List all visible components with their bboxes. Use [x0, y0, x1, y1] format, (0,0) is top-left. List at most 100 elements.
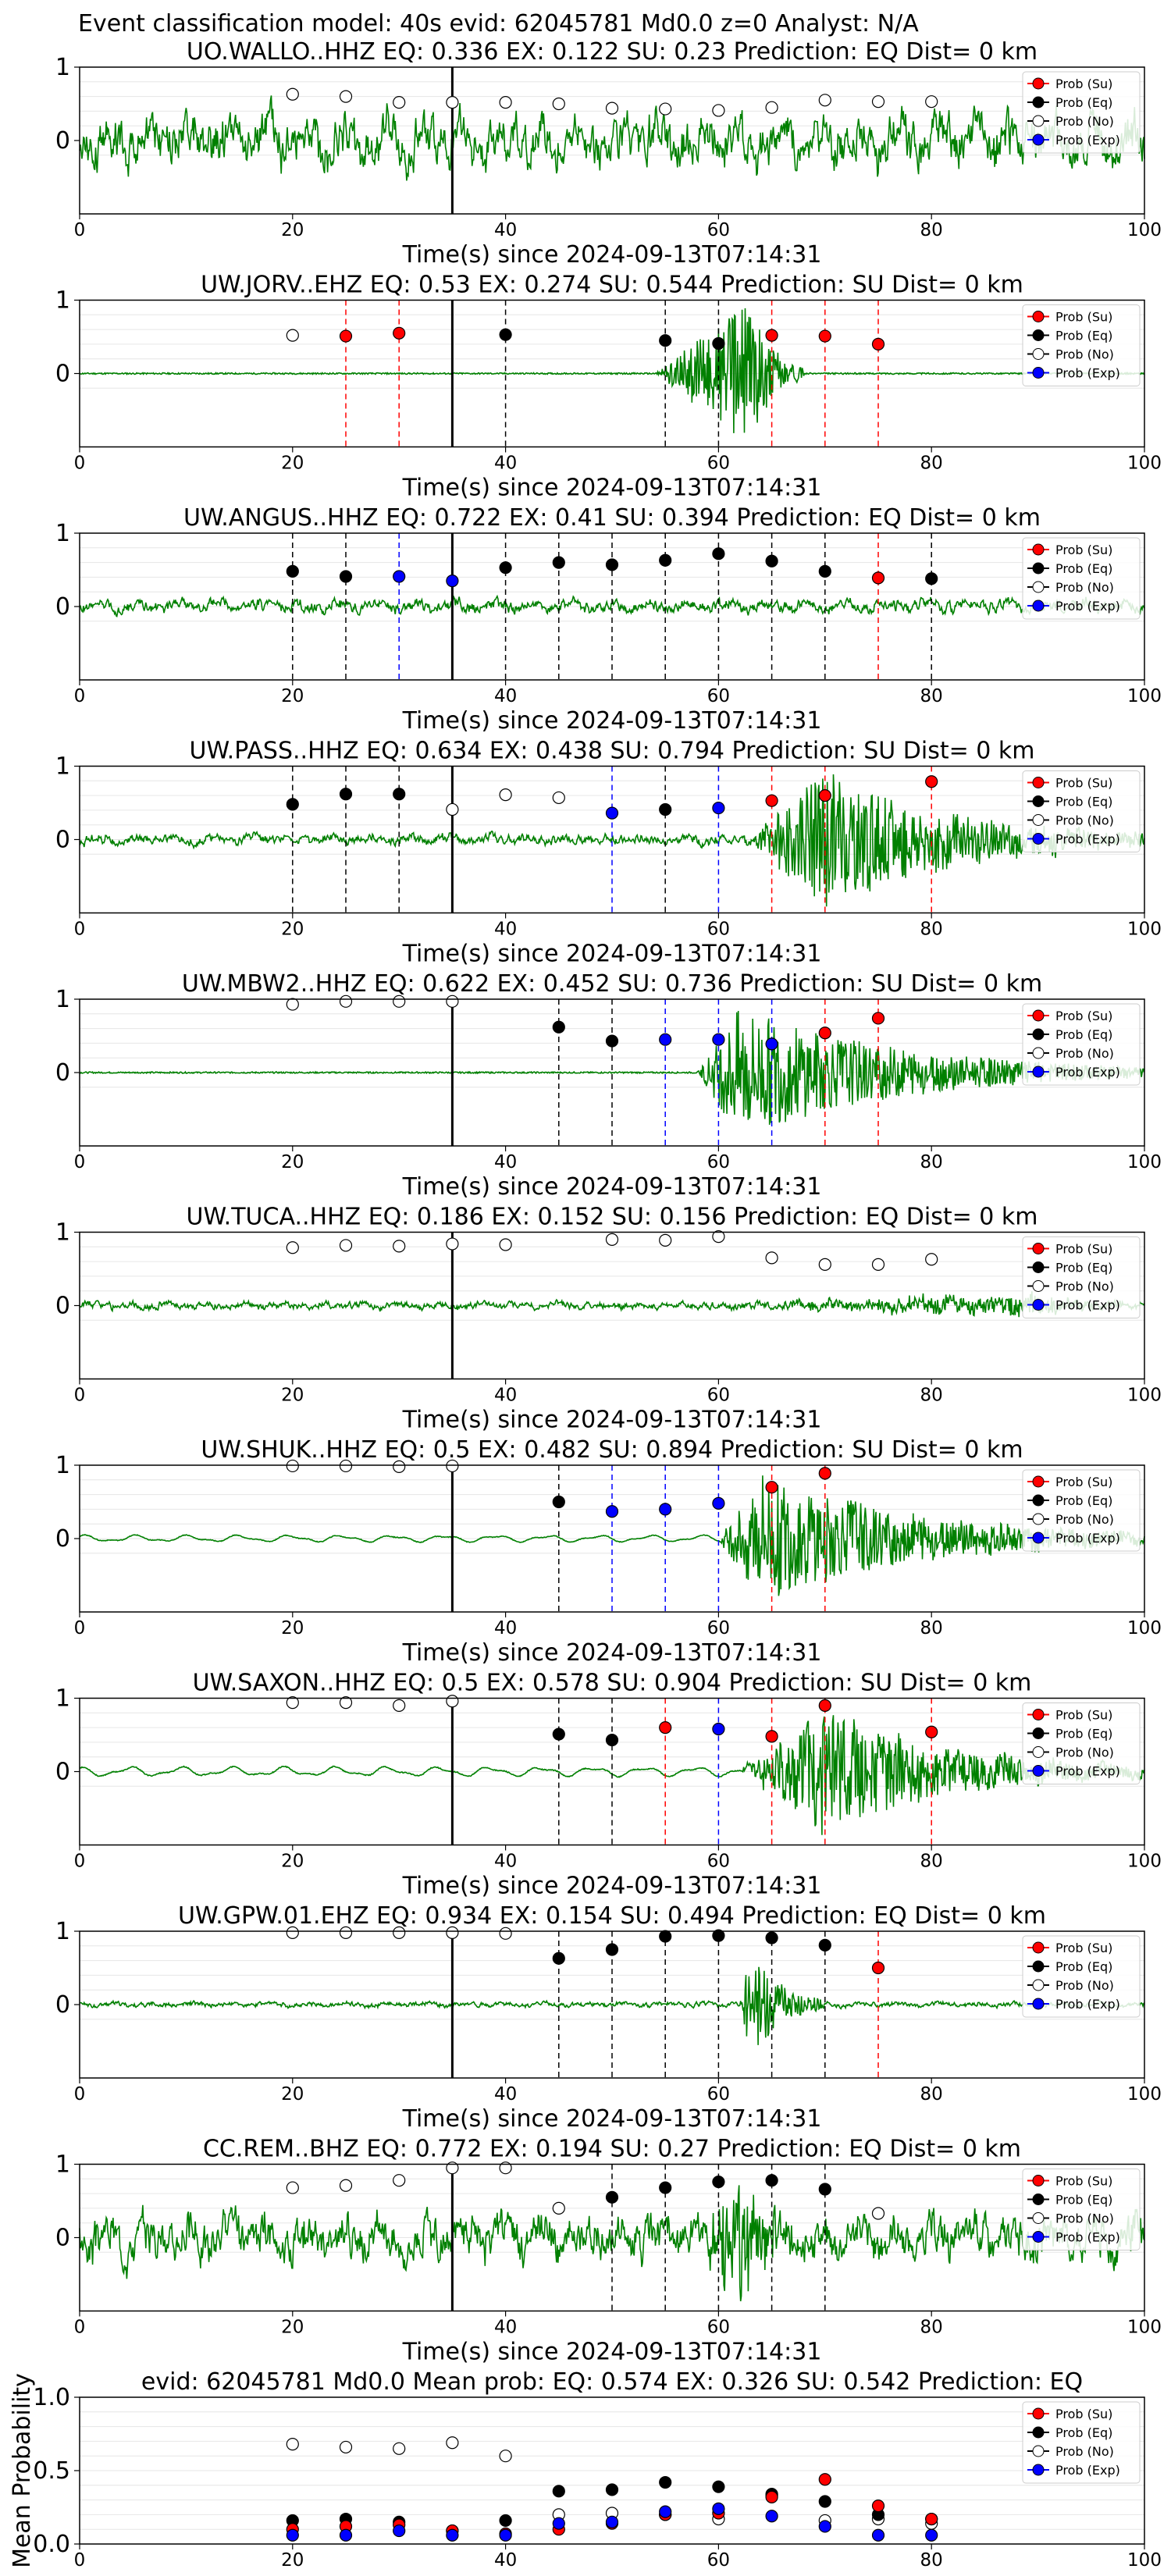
y-tick-label: 1 [55, 986, 70, 1013]
x-tick-label: 100 [1127, 2550, 1162, 2571]
mean-point [499, 2528, 512, 2542]
legend-label: Prob (Su) [1055, 543, 1112, 557]
prob-point [605, 806, 619, 820]
y-tick-label: 0.5 [33, 2457, 70, 2485]
legend-label: Prob (Exp) [1055, 133, 1120, 148]
y-tick-label: 1 [55, 1219, 70, 1247]
prob-point [393, 1926, 406, 1939]
x-tick-label: 20 [281, 920, 304, 940]
prob-point [605, 1733, 619, 1747]
prob-point [659, 802, 672, 817]
legend-label: Prob (Exp) [1055, 2463, 1120, 2478]
legend-label: Prob (No) [1055, 2211, 1114, 2226]
prob-point [818, 1699, 831, 1712]
panel-title: UW.GPW.01.EHZ EQ: 0.934 EX: 0.154 SU: 0.… [178, 1902, 1046, 1930]
prob-point [393, 994, 406, 1008]
y-tick-label: 1 [55, 2151, 70, 2179]
panel-cc-rem--bhz: CC.REM..BHZ EQ: 0.772 EX: 0.194 SU: 0.27… [55, 2136, 1162, 2366]
legend-label: Prob (Exp) [1055, 1298, 1120, 1313]
x-axis-label: Time(s) since 2024-09-13T07:14:31 [402, 475, 822, 502]
mean-point [765, 2490, 778, 2503]
prob-point [446, 2161, 459, 2175]
prob-point [871, 337, 885, 350]
x-tick-label: 20 [281, 2084, 304, 2105]
legend-frame [1022, 2169, 1141, 2250]
x-tick-label: 0 [74, 1152, 86, 1172]
legend: Prob (Su) Prob (Eq) Prob (No) Prob (Exp) [1022, 1003, 1141, 1086]
y-tick-label: 1 [55, 1452, 70, 1479]
x-tick-label: 60 [707, 2318, 730, 2338]
panel-uw-angus--hhz: UW.ANGUS..HHZ EQ: 0.722 EX: 0.41 SU: 0.3… [55, 504, 1162, 735]
mean-point [871, 2500, 885, 2513]
legend-marker [1032, 1066, 1045, 1078]
y-tick-label: 0 [55, 361, 70, 388]
legend-marker [1032, 814, 1045, 826]
legend-marker [1032, 2426, 1045, 2439]
x-axis-label: Time(s) since 2024-09-13T07:14:31 [402, 1873, 822, 1900]
panel-uw-shuk--hhz: UW.SHUK..HHZ EQ: 0.5 EX: 0.482 SU: 0.894… [55, 1436, 1162, 1667]
x-tick-label: 60 [707, 454, 730, 474]
y-tick-label: 1 [55, 287, 70, 315]
x-tick-label: 60 [707, 686, 730, 706]
mean-point [818, 2495, 831, 2508]
legend-label: Prob (Su) [1055, 2407, 1112, 2421]
legend-marker [1032, 311, 1045, 322]
legend-marker [1032, 329, 1045, 341]
prob-point [605, 101, 619, 115]
x-tick-label: 100 [1127, 1618, 1162, 1638]
legend-marker [1032, 1009, 1045, 1022]
legend-marker [1032, 600, 1045, 612]
y-tick-label: 1 [55, 520, 70, 547]
legend-label: Prob (No) [1055, 1978, 1114, 1993]
legend-marker [1032, 133, 1045, 146]
x-tick-label: 0 [74, 1386, 86, 1406]
prob-point [765, 329, 778, 342]
x-tick-label: 80 [920, 1852, 943, 1872]
legend-label: Prob (No) [1055, 1512, 1114, 1527]
legend-marker [1032, 1494, 1045, 1507]
prob-point [286, 2181, 299, 2194]
prob-point [712, 336, 725, 350]
legend-label: Prob (Eq) [1055, 1493, 1112, 1508]
prob-point [339, 1239, 353, 1252]
prob-point [712, 801, 725, 815]
prob-point [393, 1699, 406, 1712]
x-tick-label: 60 [707, 2084, 730, 2105]
x-tick-label: 60 [707, 2550, 730, 2571]
panel-title: UW.MBW2..HHZ EQ: 0.622 EX: 0.452 SU: 0.7… [182, 970, 1042, 998]
prob-point [818, 1026, 831, 1040]
mean-point [446, 2436, 459, 2450]
legend-marker [1032, 1243, 1045, 1254]
panel-mean: evid: 62045781 Md0.0 Mean prob: EQ: 0.57… [9, 2368, 1162, 2571]
legend-label: Prob (No) [1055, 2444, 1114, 2459]
legend-marker [1032, 1299, 1045, 1311]
x-tick-label: 40 [494, 2550, 517, 2571]
legend-label: Prob (No) [1055, 1279, 1114, 1294]
legend-label: Prob (Eq) [1055, 795, 1112, 809]
x-tick-label: 20 [281, 454, 304, 474]
prob-point [818, 1467, 831, 1480]
prob-point [925, 775, 938, 788]
x-tick-label: 40 [494, 220, 517, 240]
prob-point [765, 554, 778, 568]
prob-point [552, 791, 565, 805]
legend-marker [1032, 795, 1045, 807]
prob-point [712, 547, 725, 560]
x-tick-label: 100 [1127, 2084, 1162, 2105]
panel-uw-saxon--hhz: UW.SAXON..HHZ EQ: 0.5 EX: 0.578 SU: 0.90… [55, 1670, 1162, 1900]
prob-point [339, 788, 353, 801]
mean-point [499, 2450, 512, 2463]
legend-marker [1032, 348, 1045, 360]
legend-marker [1032, 1028, 1045, 1041]
prob-point [712, 104, 725, 117]
legend-label: Prob (Su) [1055, 76, 1112, 91]
panel-title: UW.PASS..HHZ EQ: 0.634 EX: 0.438 SU: 0.7… [190, 738, 1035, 765]
legend-marker [1032, 1513, 1045, 1525]
x-tick-label: 0 [74, 2550, 86, 2571]
prob-point [499, 1927, 512, 1940]
x-axis-label: Time(s) since 2024-09-13T07:14:31 [402, 707, 822, 735]
panel-title: UO.WALLO..HHZ EQ: 0.336 EX: 0.122 SU: 0.… [187, 38, 1038, 66]
waveform-trace [79, 1010, 1145, 1125]
legend-marker [1032, 2194, 1045, 2205]
legend-label: Prob (No) [1055, 347, 1114, 362]
